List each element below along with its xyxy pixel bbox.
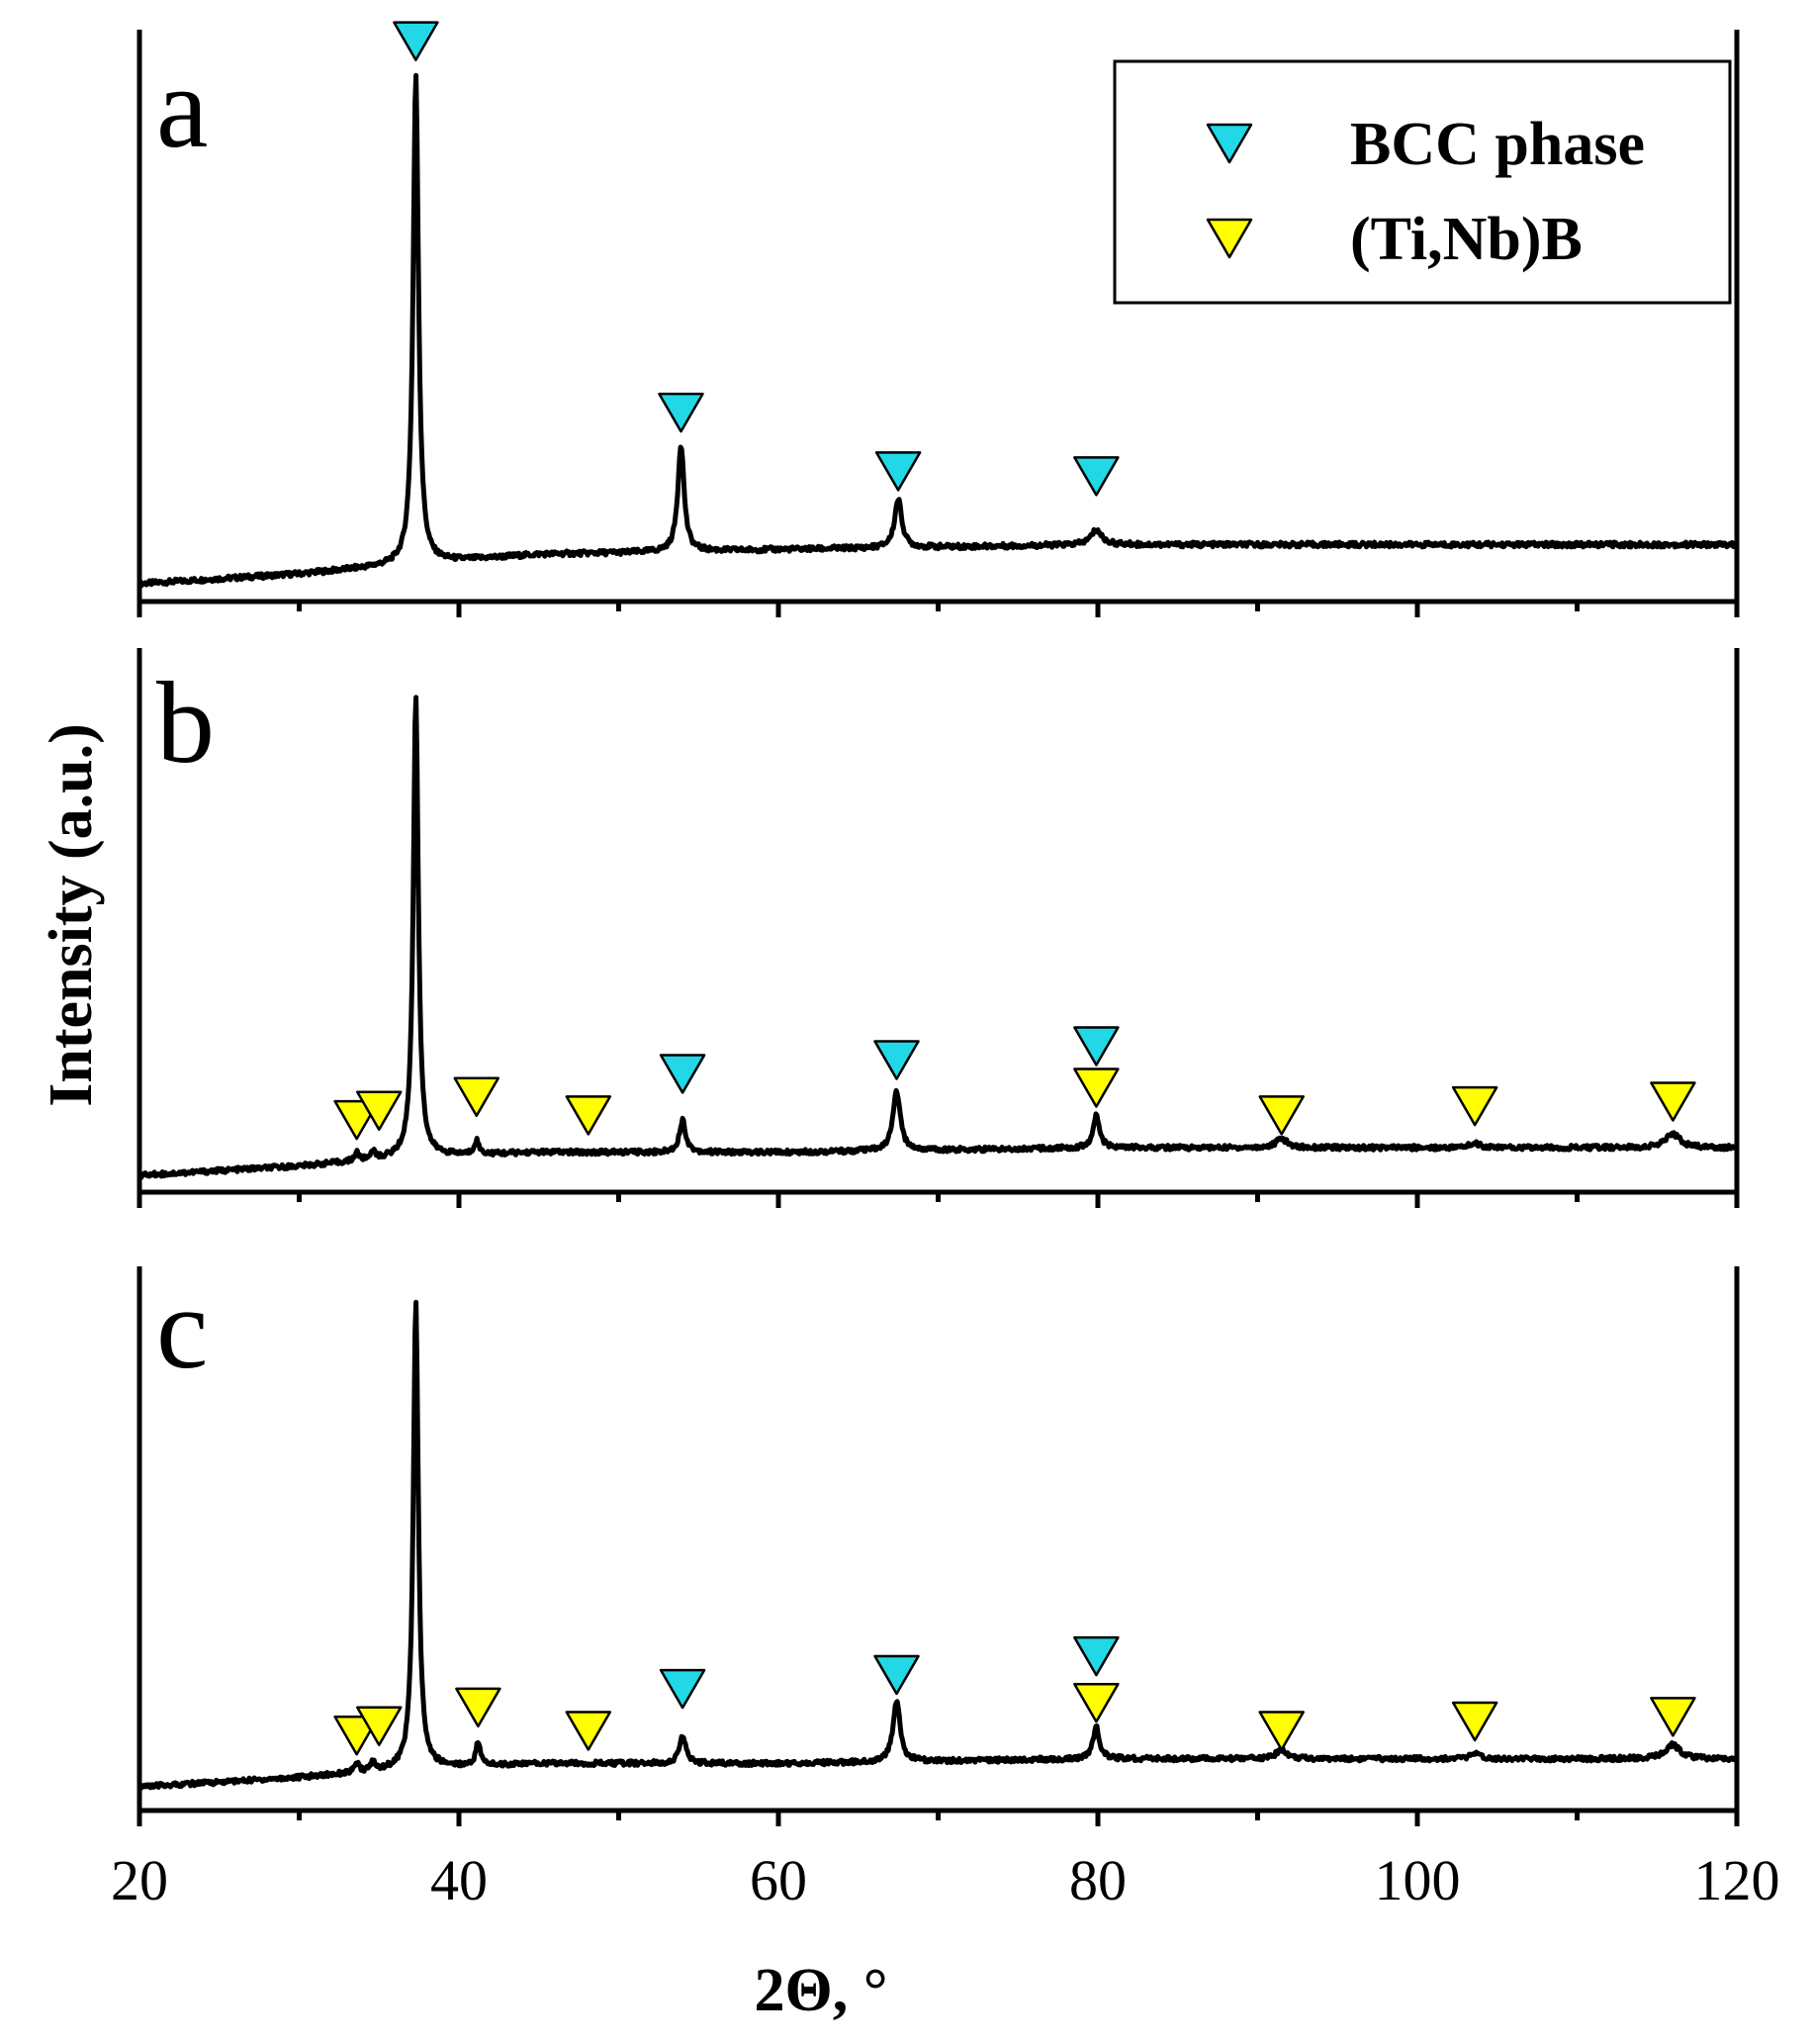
bcc-marker <box>1073 1026 1120 1067</box>
y-axis-title: Intensity (a.u.) <box>38 723 105 1107</box>
bcc-marker <box>393 21 439 61</box>
panel-label-b: b <box>156 658 215 788</box>
bcc-marker <box>1073 1635 1120 1677</box>
xrd-trace-a <box>136 72 1740 589</box>
panel-label-c: c <box>156 1263 208 1393</box>
tinbb-marker <box>1073 1068 1120 1108</box>
x-tick-label: 20 <box>111 1848 168 1912</box>
tinbb-marker <box>1650 1081 1696 1122</box>
tinbb-marker <box>356 1090 403 1132</box>
x-tick-labels: 20 40 60 80 100 120 <box>111 1848 1780 1912</box>
xrd-trace-c <box>136 1299 1740 1792</box>
tinbb-marker <box>1451 1085 1498 1127</box>
bcc-marker <box>873 1040 920 1080</box>
bcc-marker <box>873 1654 920 1696</box>
tinbb-marker <box>1073 1682 1120 1723</box>
panel-label-a: a <box>156 43 208 172</box>
x-tick-label: 40 <box>430 1848 488 1912</box>
legend-tinbb-marker <box>1206 218 1253 259</box>
bcc-marker <box>1073 456 1120 497</box>
legend-label-bcc: BCC phase <box>1350 111 1645 178</box>
bcc-marker <box>659 1054 706 1094</box>
x-tick-label: 80 <box>1069 1848 1127 1912</box>
legend-bcc-marker <box>1206 123 1253 164</box>
tinbb-marker <box>356 1706 403 1747</box>
legend: BCC phase (Ti,Nb)B <box>1113 59 1732 305</box>
bcc-marker <box>659 1668 706 1710</box>
x-axis-title: 2Θ, ° <box>754 1957 887 2024</box>
xrd-trace-b <box>136 695 1740 1180</box>
tinbb-marker <box>453 1076 500 1118</box>
tinbb-marker <box>565 1095 612 1136</box>
legend-box <box>1113 59 1732 305</box>
tinbb-marker <box>1451 1701 1498 1742</box>
panels-group <box>136 21 1740 1826</box>
bcc-marker <box>874 451 922 492</box>
x-tick-label: 120 <box>1694 1848 1780 1912</box>
x-tick-label: 60 <box>750 1848 807 1912</box>
tinbb-marker <box>455 1687 501 1728</box>
bcc-marker <box>658 392 704 433</box>
tinbb-marker <box>1258 1095 1305 1136</box>
tinbb-marker <box>565 1711 612 1751</box>
tinbb-marker <box>1650 1697 1696 1737</box>
x-tick-label: 100 <box>1375 1848 1461 1912</box>
legend-label-tinbb: (Ti,Nb)B <box>1350 206 1583 273</box>
tinbb-marker <box>1258 1711 1305 1751</box>
